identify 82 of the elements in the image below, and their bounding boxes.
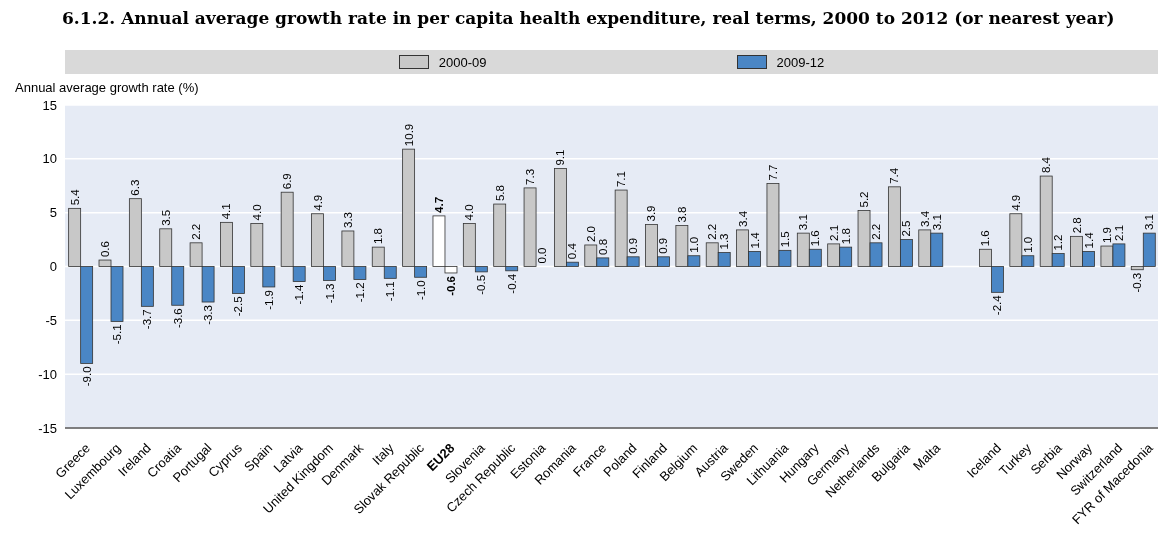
data-label: -1.9 bbox=[262, 289, 275, 310]
data-label: 4.0 bbox=[250, 204, 263, 221]
data-label: -3.7 bbox=[141, 309, 154, 330]
data-label: -3.6 bbox=[171, 308, 184, 329]
data-label: 5.8 bbox=[493, 185, 506, 202]
data-label: 0.0 bbox=[536, 247, 549, 264]
data-label: 4.9 bbox=[311, 194, 324, 211]
data-label: 1.4 bbox=[1082, 231, 1095, 249]
data-label: 3.8 bbox=[675, 206, 688, 223]
data-label: 1.6 bbox=[979, 230, 992, 247]
data-label: -9.0 bbox=[80, 366, 93, 387]
data-label: 7.4 bbox=[888, 167, 901, 184]
data-label: -0.6 bbox=[444, 275, 457, 296]
data-label: 2.0 bbox=[584, 225, 597, 242]
data-label: -5.1 bbox=[111, 324, 123, 345]
data-label: 7.7 bbox=[766, 164, 779, 181]
bar bbox=[523, 187, 537, 267]
data-label: 3.4 bbox=[918, 210, 931, 227]
data-label: 1.8 bbox=[839, 228, 852, 245]
data-label: 1.3 bbox=[718, 233, 731, 250]
data-label: 3.4 bbox=[736, 210, 749, 227]
data-label: 0.9 bbox=[627, 237, 640, 254]
data-label: 2.2 bbox=[190, 223, 203, 240]
data-label: 6.3 bbox=[129, 179, 142, 196]
data-label: 2.8 bbox=[1070, 217, 1083, 234]
data-label: -0.3 bbox=[1131, 272, 1144, 293]
data-label: 0.9 bbox=[657, 237, 670, 254]
data-label: 1.9 bbox=[1100, 227, 1113, 244]
data-label: 2.2 bbox=[870, 223, 883, 240]
data-label: -2.4 bbox=[991, 294, 1004, 316]
data-label: 5.4 bbox=[68, 188, 81, 206]
legend-label: 2000-09 bbox=[438, 54, 487, 70]
data-label: 4.9 bbox=[1009, 194, 1022, 211]
y-tick-label: 5 bbox=[49, 205, 57, 221]
data-label: 2.1 bbox=[827, 224, 840, 241]
data-label: -1.2 bbox=[353, 282, 366, 303]
data-label: 7.3 bbox=[524, 168, 537, 185]
data-label: -1.4 bbox=[293, 283, 306, 305]
data-label: 4.0 bbox=[463, 204, 476, 221]
legend-label: 2009-12 bbox=[776, 54, 825, 70]
y-tick-label: 10 bbox=[42, 151, 57, 167]
y-tick-label: -10 bbox=[38, 366, 57, 382]
y-tick-label: -15 bbox=[38, 420, 57, 436]
y-axis-title: Annual average growth rate (%) bbox=[15, 80, 199, 95]
data-label: 3.3 bbox=[341, 211, 354, 228]
data-label: -1.3 bbox=[323, 283, 336, 304]
data-label: -0.5 bbox=[475, 274, 488, 295]
data-label: 2.5 bbox=[900, 220, 913, 237]
data-label: 1.0 bbox=[1021, 236, 1034, 253]
y-tick-label: 15 bbox=[42, 97, 57, 113]
data-label: 8.4 bbox=[1040, 156, 1053, 174]
data-label: 3.1 bbox=[797, 214, 810, 231]
y-tick-label: 0 bbox=[49, 259, 57, 275]
data-label: 3.1 bbox=[1143, 214, 1156, 231]
chart-title: 6.1.2. Annual average growth rate in per capita health expenditure, real terms, 2000 to 2012 (or nearest year) bbox=[62, 8, 1115, 28]
data-label: 9.1 bbox=[554, 149, 567, 166]
data-label: 3.9 bbox=[645, 205, 658, 222]
data-label: 6.9 bbox=[281, 173, 294, 190]
data-label: -1.0 bbox=[414, 280, 427, 301]
data-label: 2.1 bbox=[1112, 224, 1125, 241]
data-label: -2.5 bbox=[232, 296, 245, 317]
data-label: 1.4 bbox=[748, 231, 761, 249]
data-label: 7.1 bbox=[615, 171, 628, 188]
data-label: 1.6 bbox=[809, 230, 822, 247]
data-label: 5.2 bbox=[858, 191, 871, 208]
data-label: 1.2 bbox=[1052, 234, 1065, 251]
data-label: 0.4 bbox=[566, 242, 579, 260]
data-label: 1.0 bbox=[687, 236, 700, 253]
data-label: 2.2 bbox=[706, 223, 719, 240]
data-label: 3.1 bbox=[930, 214, 943, 231]
data-label: -1.1 bbox=[384, 281, 397, 302]
data-label: 1.5 bbox=[778, 231, 791, 248]
data-label: -0.4 bbox=[505, 273, 518, 294]
data-label: 0.6 bbox=[99, 241, 111, 258]
y-tick-label: -5 bbox=[45, 312, 57, 328]
data-label: -3.3 bbox=[202, 305, 215, 325]
data-label: 10.9 bbox=[402, 123, 415, 147]
data-label: 1.8 bbox=[372, 228, 385, 245]
data-label: 3.5 bbox=[159, 209, 172, 226]
data-label: 4.7 bbox=[432, 196, 445, 213]
data-label: 4.1 bbox=[220, 203, 233, 220]
data-label: 0.8 bbox=[596, 238, 609, 255]
